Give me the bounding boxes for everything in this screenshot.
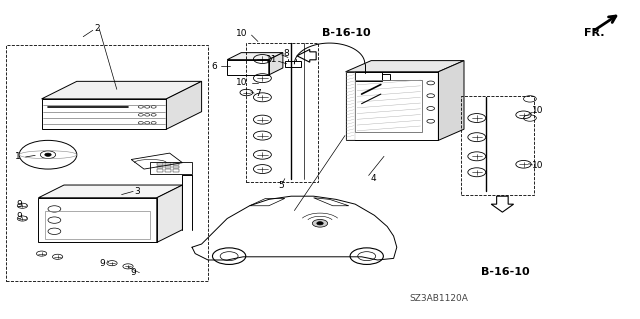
Text: 2: 2 — [95, 24, 100, 33]
Bar — [150, 162, 192, 174]
Bar — [165, 166, 171, 168]
Bar — [227, 60, 269, 75]
FancyArrow shape — [492, 196, 514, 212]
Text: 10: 10 — [532, 106, 543, 115]
Bar — [165, 163, 171, 165]
Text: 4: 4 — [371, 174, 376, 183]
Bar — [6, 45, 208, 281]
Text: 9: 9 — [17, 212, 22, 221]
Text: FR.: FR. — [584, 28, 604, 39]
Bar — [285, 61, 301, 67]
Bar — [157, 166, 163, 168]
Text: 9: 9 — [17, 200, 22, 209]
Bar — [157, 169, 163, 172]
Text: 9: 9 — [100, 259, 105, 268]
Bar — [382, 74, 390, 80]
Text: 10: 10 — [532, 161, 543, 170]
Text: B-16-10: B-16-10 — [481, 267, 530, 277]
Bar — [45, 211, 150, 239]
Bar — [355, 72, 382, 81]
Bar — [355, 80, 422, 132]
Polygon shape — [42, 81, 202, 99]
Text: B-16-10: B-16-10 — [322, 28, 371, 39]
Text: 10: 10 — [236, 29, 248, 38]
Bar — [173, 166, 179, 168]
Polygon shape — [227, 53, 283, 60]
Text: 10: 10 — [236, 78, 248, 87]
Bar — [165, 169, 171, 172]
Text: 11: 11 — [266, 56, 278, 64]
Bar — [461, 96, 534, 195]
Text: 5: 5 — [279, 181, 284, 189]
Bar — [38, 198, 157, 242]
Text: SZ3AB1120A: SZ3AB1120A — [409, 294, 468, 303]
Polygon shape — [269, 53, 283, 75]
Polygon shape — [346, 61, 464, 72]
Text: 8: 8 — [284, 49, 289, 58]
Polygon shape — [157, 185, 182, 242]
FancyArrow shape — [297, 49, 316, 62]
Text: 9: 9 — [131, 268, 136, 277]
Circle shape — [45, 153, 51, 156]
Circle shape — [317, 222, 323, 225]
Bar — [346, 72, 438, 140]
Bar — [173, 169, 179, 172]
Bar — [157, 163, 163, 165]
Text: 7: 7 — [255, 89, 260, 98]
Bar — [173, 163, 179, 165]
Text: 3: 3 — [135, 187, 140, 196]
Polygon shape — [38, 185, 182, 198]
Circle shape — [312, 219, 328, 227]
Bar — [246, 43, 318, 182]
Polygon shape — [438, 61, 464, 140]
Bar — [346, 72, 355, 140]
Polygon shape — [166, 81, 202, 129]
Bar — [42, 99, 166, 129]
Text: 6: 6 — [212, 62, 217, 70]
Text: 1: 1 — [15, 152, 20, 161]
